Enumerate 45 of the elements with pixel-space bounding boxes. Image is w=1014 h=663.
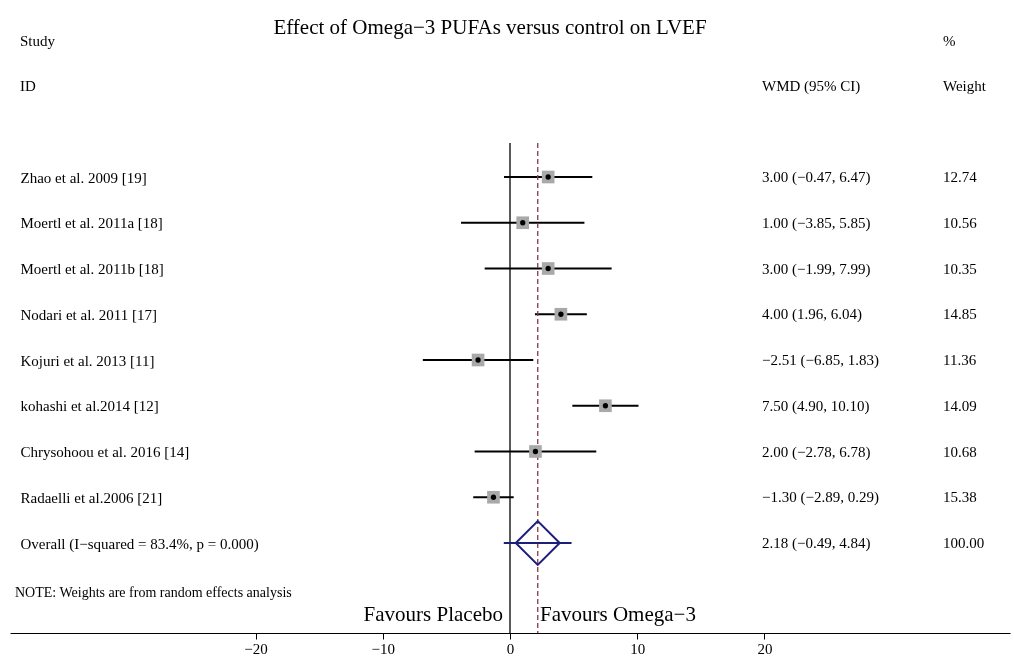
annotation: 11.36: [943, 351, 977, 369]
y-tick-label: Kojuri et al. 2013 [11]: [20, 352, 155, 369]
point: [599, 399, 612, 413]
y-tick-label: Chrysohoou et al. 2016 [14]: [20, 444, 190, 460]
annotation: 7.50 (4.90, 10.10): [762, 397, 870, 415]
point: [514, 520, 561, 566]
y-tick-label: Moertl et al. 2011a [18]: [20, 215, 163, 232]
annotation: 3.00 (−0.47, 6.47): [762, 168, 871, 186]
y-tick-label: kohashi et al.2014 [12]: [20, 398, 159, 415]
text: WMD (95% CI): [762, 77, 861, 95]
text: Study: [20, 33, 56, 49]
annotation: 14.85: [943, 305, 977, 323]
annotation: −2.51 (−6.85, 1.83): [762, 351, 879, 369]
annotation: 12.74: [943, 168, 977, 186]
annotation: −1.30 (−2.89, 0.29): [762, 488, 879, 506]
text: %: [943, 32, 956, 50]
x-tick-label: 10: [630, 640, 646, 657]
point: [487, 490, 500, 504]
x-tick-label: −20: [244, 640, 268, 657]
point: [516, 216, 530, 230]
annotation: 100.00: [943, 534, 985, 552]
annotation: 10.56: [943, 214, 977, 232]
text: ID: [20, 78, 36, 94]
annotation: 10.35: [943, 260, 977, 277]
text: Weight: [943, 77, 986, 95]
text: Favours Placebo: [363, 602, 503, 626]
y-tick-label: Moertl et al. 2011b [18]: [20, 261, 164, 277]
annotation: 15.38: [943, 488, 977, 506]
annotation: 14.09: [943, 397, 977, 415]
text: NOTE: Weights are from random effects analysis: [15, 585, 292, 600]
annotation: 1.00 (−3.85, 5.85): [762, 214, 871, 232]
annotation: 2.00 (−2.78, 6.78): [762, 443, 871, 460]
y-tick-label: Overall (I−squared = 83.4%, p = 0.000): [20, 535, 259, 553]
x-tick-label: 0: [506, 640, 515, 657]
chart-title: Effect of Omega−3 PUFAs versus control on LVEF: [273, 15, 707, 39]
y-tick-label: Zhao et al. 2009 [19]: [20, 169, 147, 186]
annotation: 4.00 (1.96, 6.04): [762, 305, 862, 323]
y-tick-label: Radaelli et al.2006 [21]: [20, 489, 163, 506]
x-tick-label: 20: [757, 640, 773, 657]
annotation: 3.00 (−1.99, 7.99): [762, 260, 871, 277]
x-tick-label: −10: [371, 640, 396, 657]
y-tick-label: Nodari et al. 2011 [17]: [20, 306, 157, 323]
annotation: 2.18 (−0.49, 4.84): [762, 534, 871, 552]
text: Favours Omega−3: [540, 602, 696, 626]
annotation: 10.68: [943, 443, 977, 460]
